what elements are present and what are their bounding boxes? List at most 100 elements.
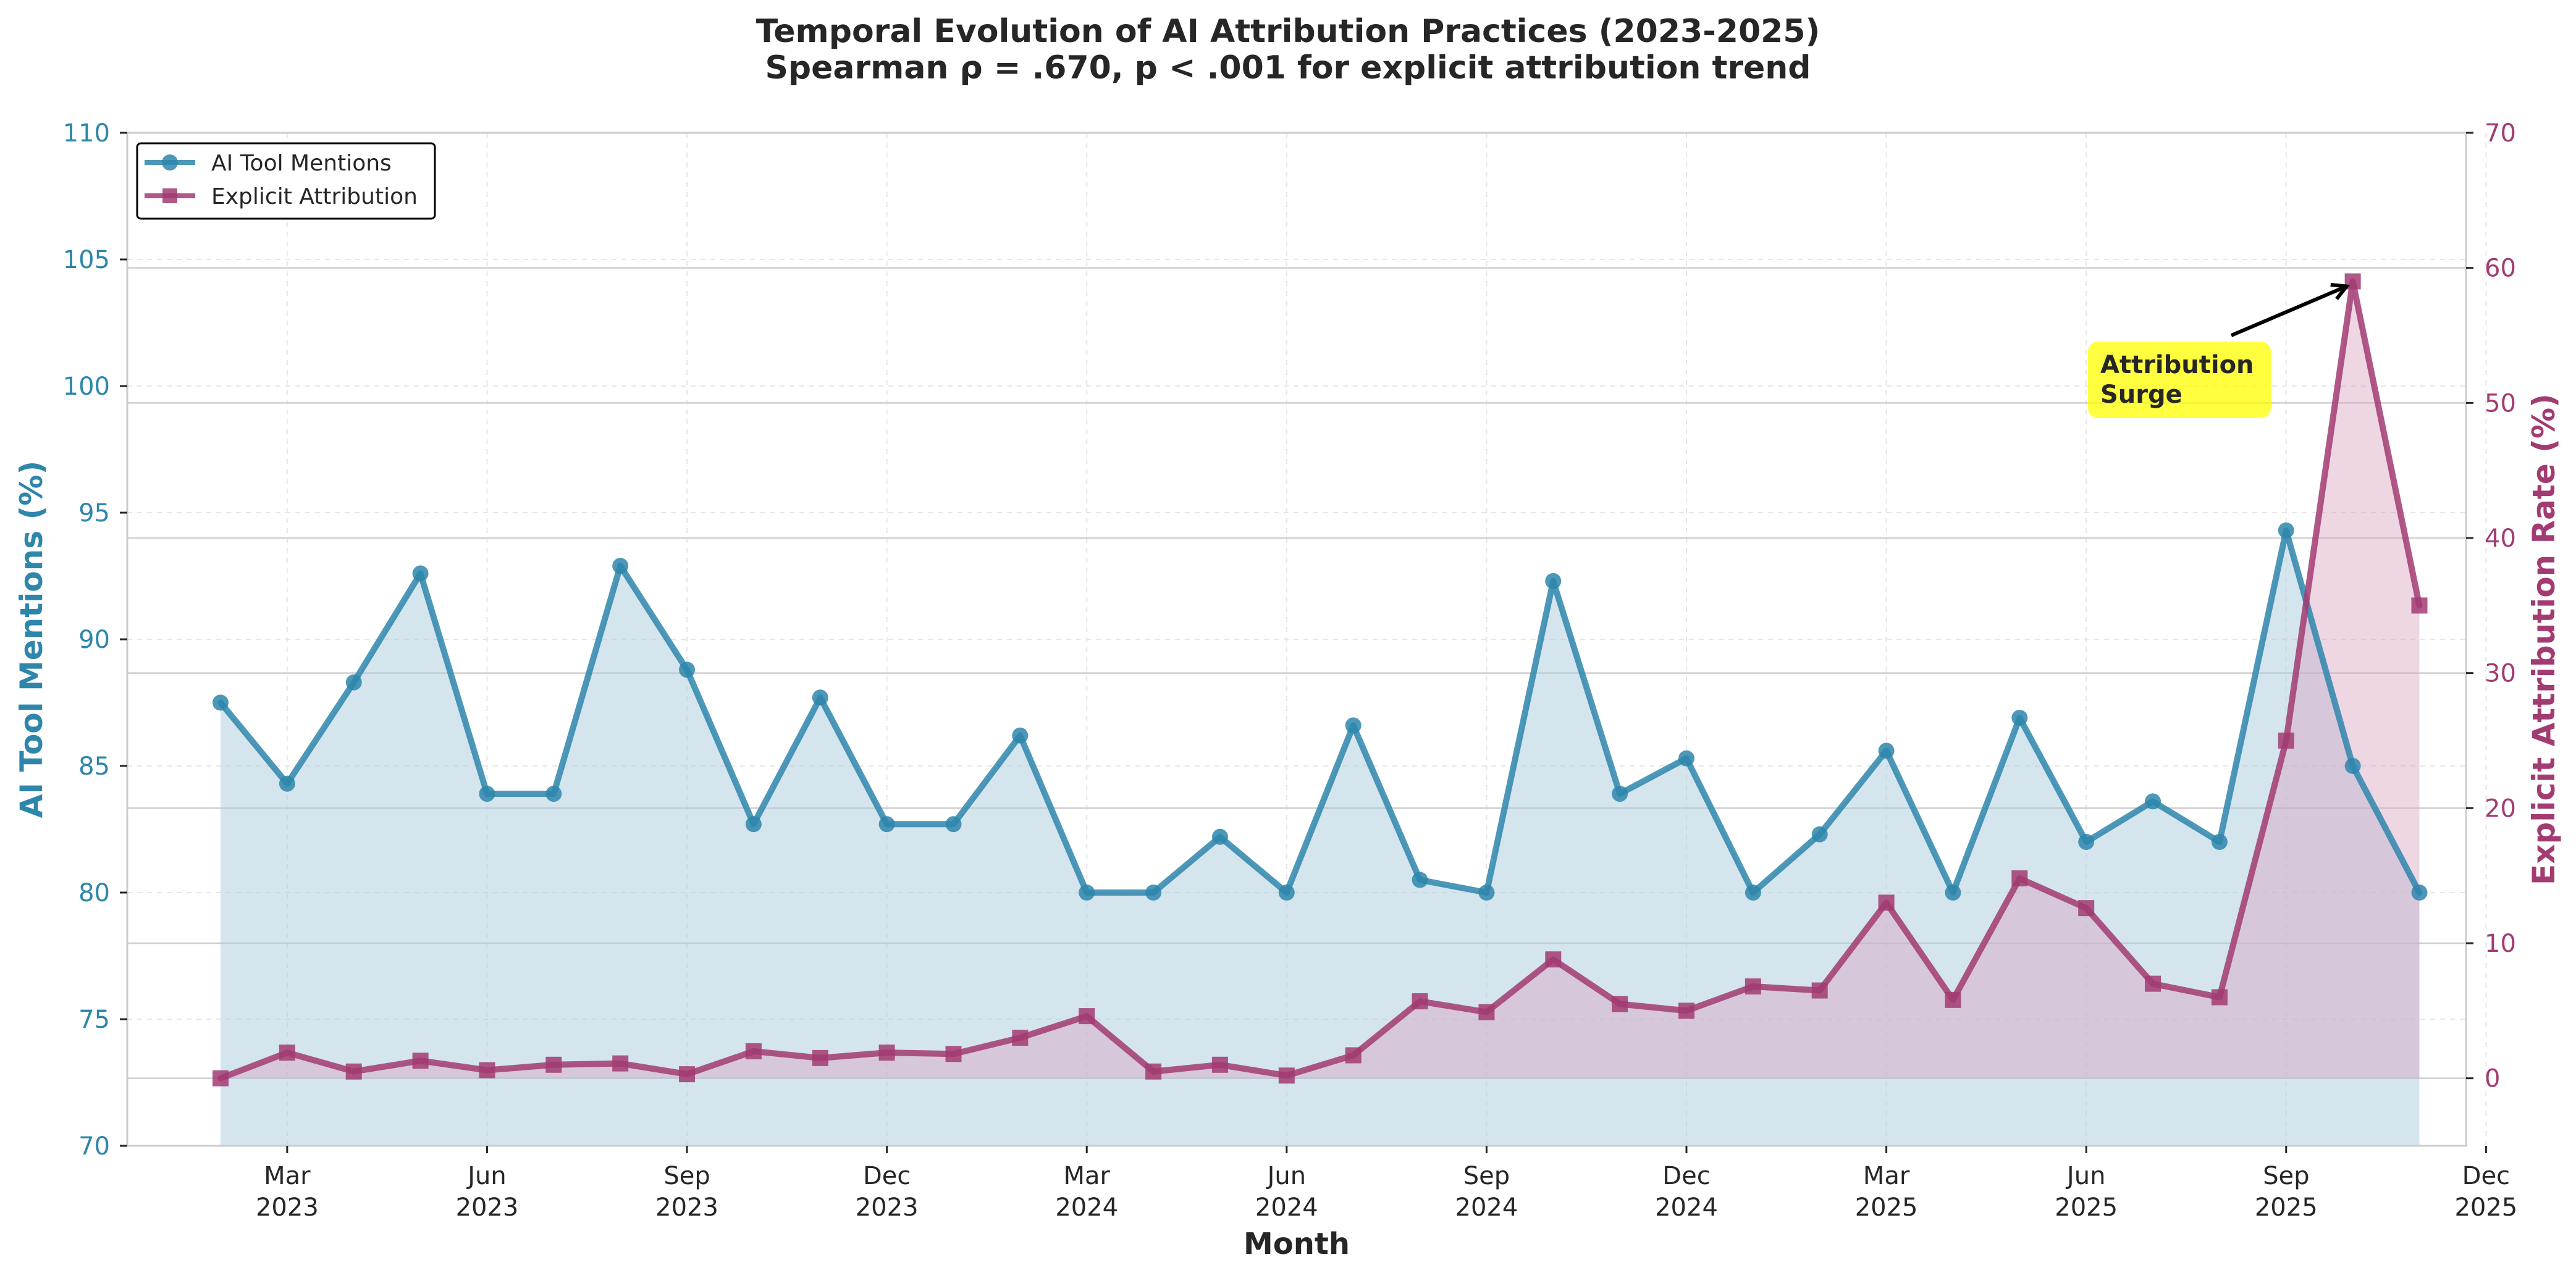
- tick-label-right-50: 50: [2485, 389, 2516, 418]
- tick-label-x-year-5: 2024: [1255, 1193, 1318, 1222]
- point-ai-tool-mentions-19: [1478, 885, 1495, 901]
- point-ai-tool-mentions-2: [345, 674, 362, 691]
- tick-label-left-105: 105: [63, 246, 110, 274]
- tick-label-x-year-8: 2025: [1855, 1193, 1918, 1222]
- point-explicit-attribution-26: [1945, 991, 1961, 1008]
- point-explicit-attribution-2: [345, 1063, 362, 1080]
- point-ai-tool-mentions-4: [479, 786, 495, 802]
- point-explicit-attribution-20: [1545, 951, 1562, 968]
- point-explicit-attribution-33: [2411, 597, 2428, 614]
- point-ai-tool-mentions-20: [1545, 573, 1562, 589]
- point-ai-tool-mentions-13: [1079, 885, 1095, 901]
- tick-label-right-0: 0: [2485, 1065, 2500, 1093]
- point-explicit-attribution-19: [1478, 1004, 1495, 1020]
- point-explicit-attribution-24: [1811, 982, 1828, 999]
- point-explicit-attribution-6: [612, 1055, 629, 1072]
- point-explicit-attribution-4: [479, 1062, 495, 1078]
- point-ai-tool-mentions-15: [1211, 828, 1228, 845]
- point-explicit-attribution-1: [279, 1045, 295, 1061]
- legend-frame: [136, 142, 436, 220]
- marker-layer: [213, 273, 2428, 1087]
- tick-label-x-year-1: 2023: [456, 1193, 519, 1222]
- tick-label-x-month-5: Jun: [1266, 1162, 1307, 1190]
- point-ai-tool-mentions-16: [1278, 885, 1295, 901]
- tick-label-x-month-0: Mar: [264, 1162, 311, 1190]
- point-ai-tool-mentions-7: [679, 662, 696, 678]
- annotation-arrow: [2230, 284, 2347, 337]
- point-explicit-attribution-17: [1345, 1047, 1362, 1064]
- tick-label-x-month-6: Sep: [1463, 1162, 1510, 1190]
- tick-label-left-70: 70: [78, 1132, 110, 1161]
- point-ai-tool-mentions-24: [1811, 826, 1828, 843]
- point-ai-tool-mentions-8: [745, 816, 762, 833]
- point-explicit-attribution-22: [1678, 1003, 1694, 1019]
- tick-label-left-90: 90: [78, 626, 110, 654]
- tick-label-x-year-7: 2024: [1655, 1193, 1718, 1222]
- point-ai-tool-mentions-12: [1012, 727, 1029, 744]
- point-ai-tool-mentions-30: [2211, 834, 2228, 850]
- legend-marker-explicit-attribution: [162, 188, 177, 203]
- tick-label-x-year-3: 2023: [856, 1193, 919, 1222]
- point-explicit-attribution-15: [1211, 1056, 1228, 1073]
- point-explicit-attribution-14: [1145, 1063, 1162, 1080]
- tick-label-x-year-6: 2024: [1455, 1193, 1518, 1222]
- tick-label-left-85: 85: [78, 752, 110, 781]
- tick-label-left-110: 110: [63, 119, 110, 148]
- point-explicit-attribution-25: [1878, 894, 1895, 911]
- point-explicit-attribution-28: [2078, 900, 2095, 917]
- chart-title-line1: Temporal Evolution of AI Attribution Pra…: [756, 13, 1820, 50]
- point-ai-tool-mentions-32: [2344, 758, 2361, 774]
- legend-label-explicit-attribution: Explicit Attribution: [211, 184, 418, 209]
- point-ai-tool-mentions-21: [1612, 786, 1628, 802]
- point-ai-tool-mentions-33: [2411, 885, 2428, 901]
- y-axis-left-label: AI Tool Mentions (%): [14, 461, 49, 818]
- legend-label-ai-tool-mentions: AI Tool Mentions: [211, 151, 392, 176]
- point-ai-tool-mentions-28: [2078, 834, 2095, 850]
- point-explicit-attribution-27: [2011, 870, 2028, 887]
- point-ai-tool-mentions-5: [545, 786, 562, 802]
- point-ai-tool-mentions-9: [812, 689, 828, 706]
- annotation-arrowhead: [2330, 283, 2351, 300]
- tick-label-x-month-4: Mar: [1063, 1162, 1110, 1190]
- annotation-text-line1: Attribution: [2100, 351, 2254, 379]
- point-ai-tool-mentions-29: [2145, 793, 2161, 810]
- tick-label-x-year-0: 2023: [256, 1193, 319, 1222]
- tick-label-x-month-10: Sep: [2263, 1162, 2309, 1190]
- point-explicit-attribution-29: [2145, 975, 2161, 992]
- point-explicit-attribution-10: [878, 1045, 895, 1061]
- area-ai-tool-mentions: [221, 530, 2420, 1146]
- tick-label-x-year-4: 2024: [1055, 1193, 1118, 1222]
- tick-label-left-80: 80: [78, 879, 110, 907]
- tick-label-x-month-2: Sep: [663, 1162, 710, 1190]
- point-ai-tool-mentions-27: [2011, 710, 2028, 726]
- point-explicit-attribution-31: [2278, 733, 2294, 749]
- tick-label-right-10: 10: [2485, 930, 2516, 958]
- tick-label-right-20: 20: [2485, 794, 2516, 823]
- annotation-box: [2088, 342, 2271, 418]
- point-explicit-attribution-13: [1079, 1008, 1095, 1025]
- line-explicit-attribution: [217, 278, 2423, 1082]
- tick-label-x-month-3: Dec: [863, 1162, 911, 1190]
- tick-label-x-month-11: Dec: [2462, 1162, 2510, 1190]
- point-explicit-attribution-23: [1745, 978, 1761, 994]
- tick-label-left-95: 95: [78, 499, 110, 528]
- tick-label-x-year-9: 2025: [2055, 1193, 2118, 1222]
- point-ai-tool-mentions-14: [1145, 885, 1162, 901]
- point-ai-tool-mentions-10: [878, 816, 895, 833]
- tick-label-left-100: 100: [63, 372, 110, 401]
- point-explicit-attribution-8: [745, 1043, 762, 1059]
- legend-marker-ai-tool-mentions: [162, 154, 178, 170]
- point-explicit-attribution-9: [812, 1049, 828, 1066]
- tick-label-x-month-7: Dec: [1662, 1162, 1710, 1190]
- point-ai-tool-mentions-3: [412, 565, 429, 582]
- tick-label-x-year-10: 2025: [2255, 1193, 2318, 1222]
- tick-label-x-month-9: Jun: [2065, 1162, 2106, 1190]
- point-explicit-attribution-30: [2211, 989, 2228, 1006]
- annotation: Attribution Surge: [2088, 283, 2351, 418]
- area-explicit-attribution: [221, 281, 2420, 1078]
- tick-label-x-year-11: 2025: [2454, 1193, 2517, 1222]
- line-layer: [217, 278, 2423, 1082]
- point-explicit-attribution-0: [213, 1070, 229, 1087]
- tick-label-right-70: 70: [2485, 119, 2516, 148]
